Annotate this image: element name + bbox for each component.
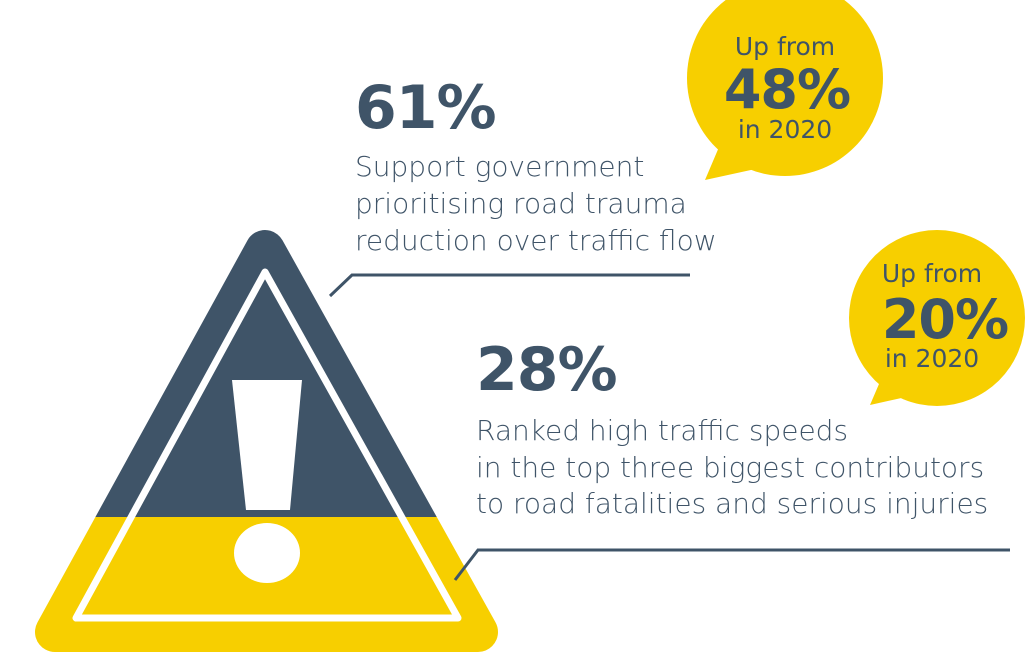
stat-description: Ranked high traffic speeds (476, 414, 848, 447)
stat-description: to road fatalities and serious injuries (476, 487, 988, 520)
bubble-bottom: in 2020 (738, 115, 832, 144)
exclamation-dot (234, 523, 300, 583)
bubble-top: Up from (735, 32, 835, 61)
bubble-top: Up from (882, 259, 982, 288)
speech-bubble: Up from 20% in 2020 (849, 230, 1025, 406)
stat-value: 61% (355, 73, 496, 143)
bubble-bottom: in 2020 (885, 344, 979, 373)
speech-bubble: Up from 48% in 2020 (687, 0, 883, 180)
leader-line (328, 273, 690, 298)
bubble-value: 48% (724, 58, 850, 121)
stat-description: Support government (355, 150, 644, 183)
stat-description: reduction over traffic flow (355, 224, 717, 257)
stat-description: prioritising road trauma (355, 187, 687, 220)
bubble-value: 20% (882, 288, 1008, 351)
stat-value: 28% (476, 335, 617, 405)
stat-description: in the top three biggest contributors (476, 451, 984, 484)
leader-line (453, 548, 1010, 581)
exclamation-bar (232, 380, 302, 510)
sign-inner-border (72, 268, 462, 622)
